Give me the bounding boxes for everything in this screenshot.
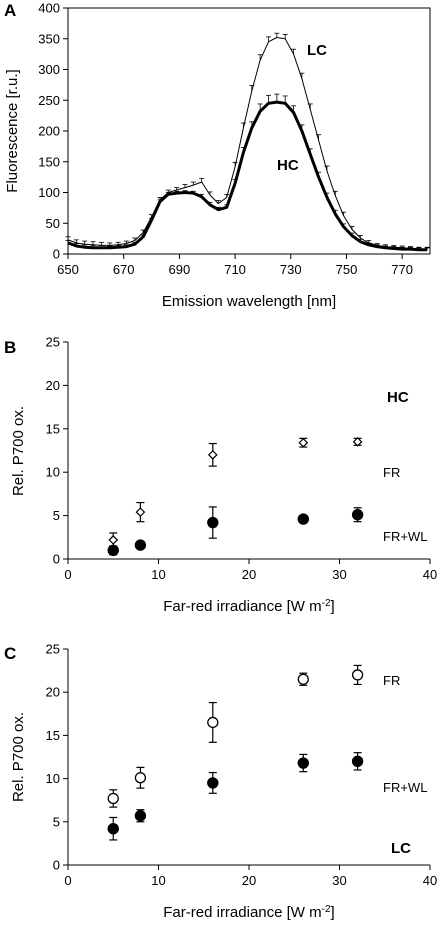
panel-a-y-tick-label: 400 [38,1,60,16]
panel-a-x-tick-label: 670 [113,262,135,277]
panel-b-y-tick-label: 25 [46,335,60,350]
panel-c-x-axis-title: Far-red irradiance [W m-2] [163,904,334,922]
panel-c-fr-wl-point [297,757,309,769]
panel-b-fr-point [298,437,309,448]
panel-c-fr-point [134,772,147,784]
panel-b-x-ticks: 0 10 20 30 40 [64,559,437,582]
panel-b-fr-point [135,507,146,517]
panel-c-y-tick-label: 10 [46,771,60,786]
panel-b-fr-point [108,535,119,545]
panel-b: B 0 10 20 30 40 0 5 10 15 20 25 Far-red irradianc… [4,335,437,616]
panel-c-lc-label: LC [391,840,411,857]
panel-a-x-axis-title: Emission wavelength [nm] [162,293,336,310]
panel-a-y-tick-label: 0 [53,247,60,262]
panel-a-letter: A [4,1,16,20]
panel-a-y-tick-label: 200 [38,124,60,139]
panel-b-letter: B [4,338,16,357]
panel-a-x-tick-label: 710 [224,262,246,277]
panel-a-x-ticks: 650 670 690 710 730 750 770 [57,254,413,277]
panel-a-plot-frame [67,7,431,255]
panel-b-frwl-label: FR+WL [383,529,427,544]
panel-c-x-tick-label: 40 [423,873,437,888]
panel-a-hc-label: HC [277,157,299,174]
panel-c-y-tick-label: 25 [46,642,60,657]
panel-a-y-tick-label: 50 [46,216,60,231]
panel-b-x-tick-label: 0 [64,567,71,582]
panel-a-x-tick-label: 750 [336,262,358,277]
panel-c-letter: C [4,644,16,663]
panel-c-fr-point [297,673,309,685]
panel-c-x-ticks: 0 10 20 30 40 [64,865,437,888]
panel-a-lc-curve [67,37,428,250]
panel-a-y-tick-label: 300 [38,62,60,77]
panel-a-x-tick-label: 770 [391,262,413,277]
panel-b-x-axis-title: Far-red irradiance [W m-2] [163,598,334,616]
panel-c-y-ticks: 0 5 10 15 20 25 [46,642,68,873]
panel-b-fr-wl-point [207,516,219,529]
panel-c-fr-label: FR [383,673,400,688]
panel-c-x-tick-label: 10 [151,873,165,888]
panel-b-hc-label: HC [387,389,409,406]
panel-c-frwl-label: FR+WL [383,780,427,795]
panel-c-marks [107,664,364,841]
panel-b-x-tick-label: 30 [332,567,346,582]
panel-c-y-tick-label: 5 [53,814,60,829]
panel-c-fr-point [107,792,119,805]
panel-c-y-axis-title: Rel. P700 ox. [10,712,27,802]
panel-c-fr-wl-point [107,823,119,835]
panel-a-x-tick-label: 690 [169,262,191,277]
panel-b-x-tick-label: 10 [151,567,165,582]
panel-c-fr-wl-point [207,777,219,789]
panel-a-x-tick-label: 730 [280,262,302,277]
panel-a-y-ticks: 0 50 100 150 200 250 300 350 400 [38,1,68,262]
panel-c-fr-point [351,669,364,681]
panel-c: C 0 10 20 30 40 0 5 10 15 20 25 Far-red irradianc… [4,642,437,922]
panel-a-hc-curve [67,100,428,252]
panel-c-fr-wl-point [134,810,147,822]
panel-a-y-tick-label: 100 [38,185,60,200]
panel-b-y-ticks: 0 5 10 15 20 25 [46,335,68,567]
panel-a-y-tick-label: 150 [38,154,60,169]
panel-b-y-tick-label: 15 [46,421,60,436]
panel-c-x-tick-label: 20 [242,873,256,888]
panel-b-fr-wl-point [351,509,364,521]
panel-b-y-tick-label: 0 [53,552,60,567]
panel-c-x-tick-label: 0 [64,873,71,888]
panel-a-lc-label: LC [307,42,327,59]
panel-a-curves [65,32,430,252]
panel-b-y-axis-title: Rel. P700 ox. [10,406,27,496]
panel-a-x-tick-label: 650 [57,262,79,277]
panel-b-x-tick-label: 40 [423,567,437,582]
panel-b-fr-point [352,436,363,447]
panel-b-marks [107,436,364,557]
panel-c-y-tick-label: 15 [46,728,60,743]
panel-a-y-tick-label: 250 [38,93,60,108]
panel-b-y-tick-label: 5 [53,508,60,523]
panel-b-y-tick-label: 10 [46,465,60,480]
panel-b-fr-wl-point [107,544,119,557]
panel-c-x-tick-label: 30 [332,873,346,888]
panel-b-x-tick-label: 20 [242,567,256,582]
panel-a: A 650 670 690 710 730 750 770 0 50 100 150 200 250 3… [4,1,431,310]
panel-b-fr-wl-point [297,513,309,525]
panel-b-fr-wl-point [134,539,147,551]
panel-b-fr-point [207,449,218,460]
panel-a-y-tick-label: 350 [38,31,60,46]
panel-c-y-tick-label: 0 [53,858,60,873]
panel-c-y-tick-label: 20 [46,685,60,700]
panel-c-fr-wl-point [351,755,364,768]
panel-a-y-axis-title: Fluorescence [r.u.] [4,69,21,192]
panel-b-y-tick-label: 20 [46,378,60,393]
panel-b-fr-label: FR [383,465,400,480]
panel-c-fr-point [207,716,219,729]
